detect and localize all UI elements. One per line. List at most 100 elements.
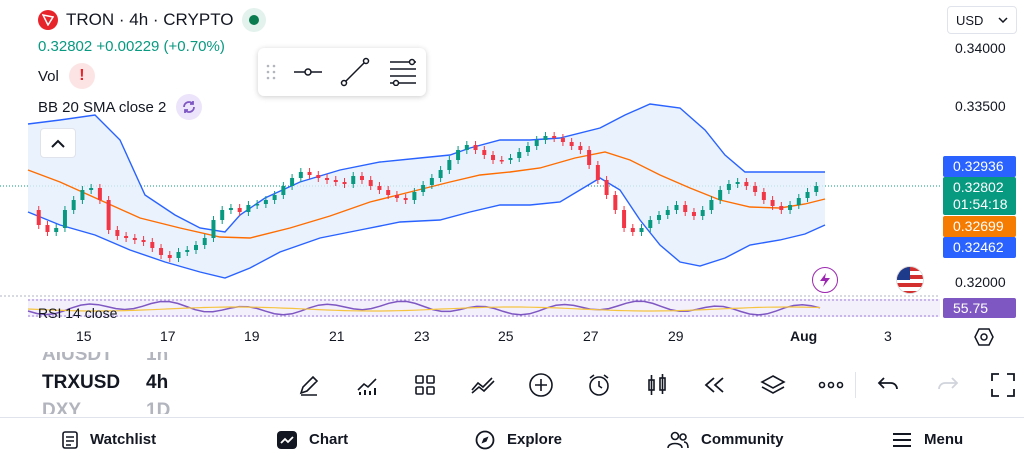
layers-icon (760, 375, 786, 394)
price-axis-label: 0.33500 (955, 98, 1006, 114)
candle (482, 150, 487, 155)
candle (263, 200, 268, 204)
candle (691, 212, 696, 216)
layouts-button[interactable] (396, 368, 454, 402)
us-flag-icon[interactable] (896, 266, 924, 294)
compare-button[interactable] (454, 368, 512, 402)
more-button[interactable] (802, 368, 860, 402)
settings-hexagon-icon[interactable] (974, 328, 994, 346)
prev-symbol[interactable]: AIUSDT (42, 352, 113, 365)
candle (429, 178, 434, 185)
trend-line-icon[interactable] (340, 57, 370, 87)
candle (525, 146, 530, 152)
candle (569, 142, 574, 146)
currency-select[interactable]: USD (947, 6, 1017, 34)
candle (517, 152, 522, 158)
candle (456, 150, 461, 160)
watchlist-icon (62, 430, 78, 449)
tron-logo-icon (38, 10, 58, 30)
candle (700, 210, 705, 216)
candle (648, 220, 653, 228)
candle (45, 225, 50, 232)
warning-icon[interactable]: ! (68, 63, 95, 89)
price-chart[interactable] (0, 0, 1024, 320)
drawing-toolbar[interactable] (258, 48, 426, 96)
undo-icon[interactable] (877, 374, 899, 394)
bb-indicator-row[interactable]: BB 20 SMA close 2 (38, 94, 203, 120)
chart-canvas[interactable] (0, 0, 1024, 320)
candle (779, 206, 784, 210)
bottom-navigation[interactable]: Watchlist Chart Explore Community Menu (0, 417, 1024, 461)
price-axis-label: 0.32000 (955, 274, 1006, 290)
candle (630, 228, 635, 232)
symbol-picker[interactable]: AIUSDT 1h TRXUSD 4h DXY 1D (0, 352, 260, 414)
draw-tool-button[interactable] (280, 368, 338, 402)
volume-indicator-row[interactable]: Vol ! (38, 63, 95, 89)
candle (325, 178, 330, 180)
nav-watchlist[interactable]: Watchlist (62, 430, 156, 449)
candle (587, 150, 592, 165)
candle (167, 255, 172, 258)
candle (141, 240, 146, 242)
chart-type-button[interactable] (628, 368, 686, 402)
rewind-icon (704, 377, 724, 393)
next-symbol[interactable]: DXY (42, 400, 82, 414)
replay-button[interactable] (686, 368, 744, 402)
last-price-tag-value: 0.32802 (953, 179, 1004, 195)
candle (80, 190, 85, 200)
bb-lower-line (27, 177, 826, 279)
lightning-icon[interactable] (812, 267, 838, 293)
nav-community[interactable]: Community (667, 431, 784, 449)
candle (377, 186, 382, 190)
candle (220, 210, 225, 220)
nav-menu[interactable]: Menu (892, 431, 963, 448)
horizontal-line-icon[interactable] (294, 62, 322, 82)
redo-icon[interactable] (937, 374, 959, 394)
date-tick: 25 (498, 328, 514, 344)
candle (718, 190, 723, 200)
loading-icon[interactable] (176, 94, 203, 120)
candle (657, 215, 662, 220)
drag-handle-icon[interactable] (266, 63, 276, 81)
last-price: 0.32802 (38, 38, 93, 55)
candle (290, 178, 295, 186)
chart-toolbar[interactable] (280, 368, 860, 402)
chevron-down-icon (998, 17, 1008, 23)
indicators-button[interactable] (338, 368, 396, 402)
candle (281, 186, 286, 195)
nav-chart-label: Chart (309, 431, 349, 448)
symbol-header[interactable]: TRON · 4h · CRYPTO (38, 8, 266, 32)
candle (246, 205, 251, 212)
nav-explore[interactable]: Explore (475, 430, 562, 450)
candle (403, 198, 408, 200)
parallel-channel-icon[interactable] (388, 58, 418, 86)
candle (132, 238, 137, 240)
candle (753, 186, 758, 192)
candle (709, 200, 714, 210)
candle (386, 190, 391, 195)
object-tree-button[interactable] (744, 368, 802, 402)
candle (735, 182, 740, 184)
candle (159, 248, 164, 255)
candle (796, 198, 801, 205)
fullscreen-icon[interactable] (990, 372, 1016, 398)
collapse-button[interactable] (40, 128, 76, 158)
nav-chart[interactable]: Chart (277, 430, 349, 449)
candle (770, 200, 775, 206)
candle (255, 204, 260, 206)
candle (150, 242, 155, 248)
candle (788, 205, 793, 210)
candle (499, 160, 504, 162)
date-axis[interactable]: 15 17 19 21 23 25 27 29 Aug 3 (0, 322, 1024, 350)
candle (814, 186, 819, 192)
candle (368, 180, 373, 186)
candle (193, 245, 198, 250)
add-button[interactable] (512, 368, 570, 402)
bar-countdown: 01:54:18 (953, 196, 1008, 212)
bb-upper-line (27, 103, 825, 233)
date-tick: 27 (583, 328, 599, 344)
candle (744, 182, 749, 186)
alert-button[interactable] (570, 368, 628, 402)
current-symbol[interactable]: TRXUSD (42, 372, 121, 393)
candles (36, 132, 819, 262)
